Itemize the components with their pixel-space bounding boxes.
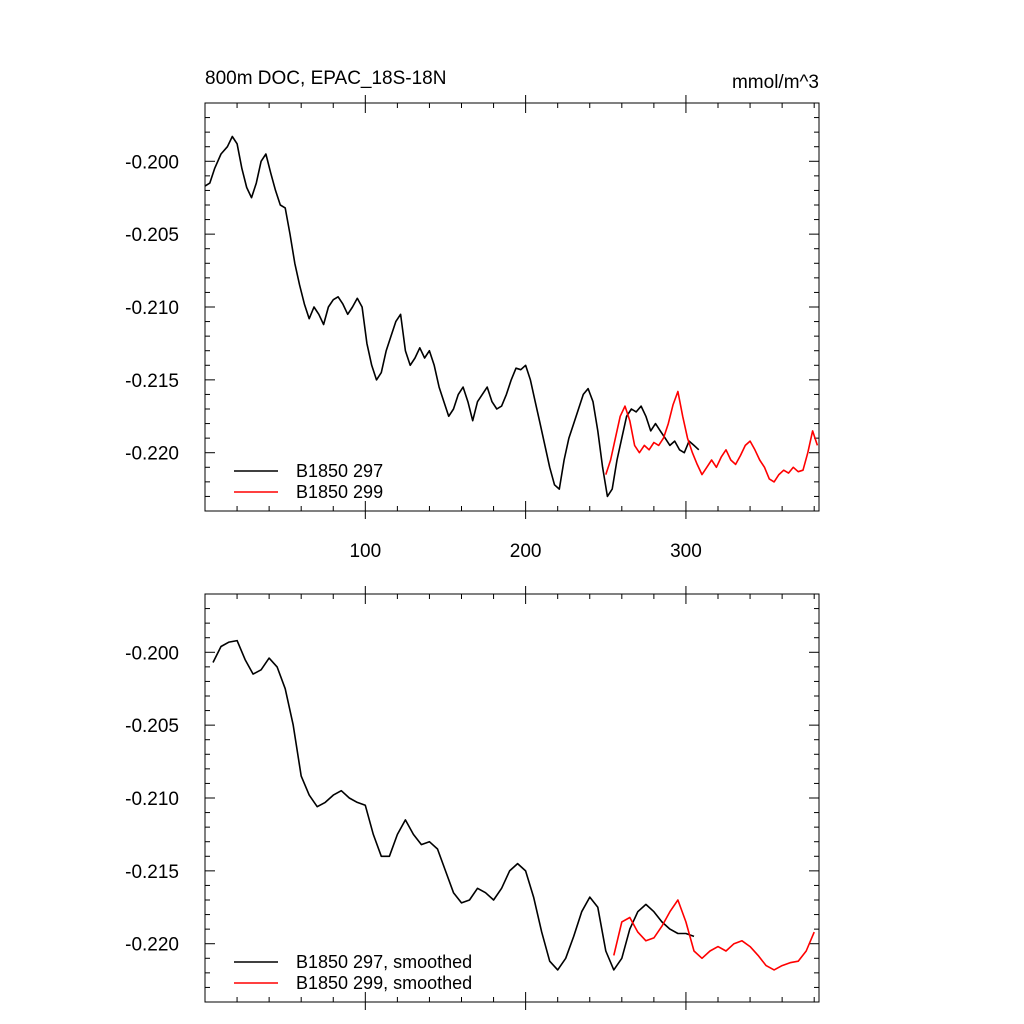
y-tick-label: -0.200	[125, 152, 179, 173]
y-tick-label: -0.205	[125, 225, 179, 246]
legend-label-1: B1850 297	[296, 461, 383, 481]
series-line-2	[605, 390, 819, 483]
top-chart-panel: -0.200 -0.205 -0.210 -0.215 -0.220 100 200 300 B…	[125, 95, 820, 562]
x-tick-label: 200	[510, 541, 542, 562]
y-tick-label: -0.215	[125, 371, 179, 392]
y-tick-label: -0.200	[125, 643, 179, 664]
bottom-chart-panel: -0.200 -0.205 -0.210 -0.215 -0.220 B1850 297,…	[125, 586, 820, 1010]
figure-units: mmol/m^3	[732, 72, 819, 93]
legend-label-2: B1850 299, smoothed	[296, 973, 472, 993]
y-tick-label: -0.215	[125, 862, 179, 883]
legend-label-2: B1850 299	[296, 482, 383, 502]
series-line-1	[212, 639, 695, 971]
x-tick-label: 100	[349, 541, 381, 562]
series-line-2	[613, 899, 815, 971]
figure-title: 800m DOC, EPAC_18S-18N	[205, 68, 446, 89]
y-tick-label: -0.205	[125, 716, 179, 737]
y-tick-label: -0.210	[125, 789, 179, 810]
legend-label-1: B1850 297, smoothed	[296, 952, 472, 972]
y-tick-label: -0.220	[125, 444, 179, 465]
y-tick-label: -0.210	[125, 298, 179, 319]
plot-frame	[204, 593, 820, 1003]
series-line-1	[204, 135, 700, 498]
x-tick-label: 300	[670, 541, 702, 562]
plot-frame	[204, 102, 820, 512]
y-tick-label: -0.220	[125, 935, 179, 956]
